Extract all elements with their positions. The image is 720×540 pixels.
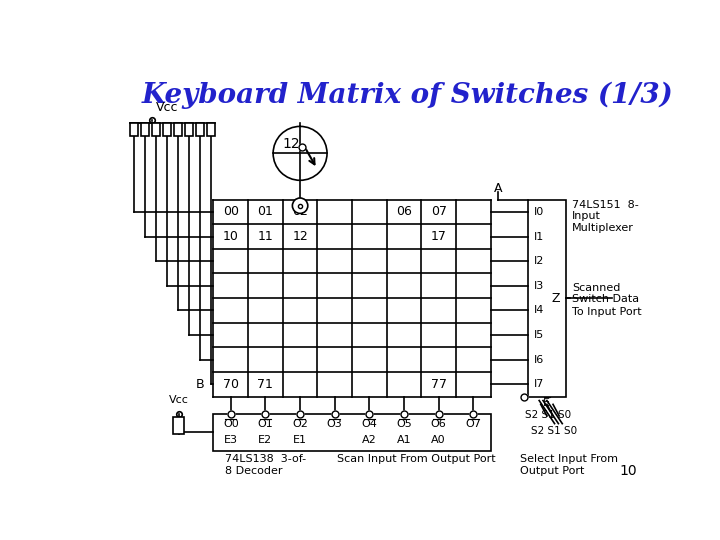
Text: Scan Input From Output Port: Scan Input From Output Port — [337, 455, 495, 464]
Bar — [207, 123, 215, 137]
Text: I0: I0 — [534, 207, 544, 217]
Text: B: B — [195, 378, 204, 391]
Text: A2: A2 — [362, 435, 377, 445]
Text: 74LS138  3-of-
8 Decoder: 74LS138 3-of- 8 Decoder — [225, 455, 306, 476]
Text: O6: O6 — [431, 420, 446, 429]
Bar — [130, 123, 138, 137]
Text: 12: 12 — [292, 230, 308, 243]
Text: O4: O4 — [361, 420, 377, 429]
Text: I2: I2 — [534, 256, 544, 266]
Text: E: E — [544, 398, 550, 408]
Text: 10: 10 — [223, 230, 239, 243]
Text: 02: 02 — [292, 205, 308, 218]
Text: O3: O3 — [327, 420, 343, 429]
Text: Vcc: Vcc — [156, 101, 179, 114]
Text: O2: O2 — [292, 420, 308, 429]
Text: A0: A0 — [431, 435, 446, 445]
Text: 07: 07 — [431, 205, 446, 218]
Text: O1: O1 — [258, 420, 274, 429]
Text: To Input Port: To Input Port — [572, 307, 642, 318]
Text: 77: 77 — [431, 378, 446, 391]
Text: A: A — [494, 181, 503, 194]
Bar — [185, 123, 193, 137]
Text: E2: E2 — [258, 435, 272, 445]
Text: 71: 71 — [258, 378, 274, 391]
Bar — [528, 200, 566, 397]
Text: I3: I3 — [534, 281, 544, 291]
Text: 10: 10 — [619, 464, 637, 478]
Text: 74LS151  8-
Input
Multiplexer: 74LS151 8- Input Multiplexer — [572, 200, 639, 233]
Text: O5: O5 — [396, 420, 412, 429]
Text: 11: 11 — [258, 230, 274, 243]
Text: O7: O7 — [465, 420, 481, 429]
Bar — [197, 123, 204, 137]
Text: 01: 01 — [258, 205, 274, 218]
Text: 70: 70 — [222, 378, 239, 391]
Text: 06: 06 — [396, 205, 412, 218]
Text: A1: A1 — [397, 435, 411, 445]
Bar — [174, 123, 182, 137]
Bar — [163, 123, 171, 137]
Text: I5: I5 — [534, 330, 544, 340]
Text: S2 S1 S0: S2 S1 S0 — [526, 410, 572, 420]
Text: S2 S1 S0: S2 S1 S0 — [531, 426, 577, 436]
Text: I4: I4 — [534, 306, 544, 315]
Text: E3: E3 — [224, 435, 238, 445]
Text: Keyboard Matrix of Switches (1/3): Keyboard Matrix of Switches (1/3) — [142, 82, 673, 109]
Text: O0: O0 — [223, 420, 238, 429]
Text: Select Input From
Output Port: Select Input From Output Port — [520, 455, 618, 476]
Text: Z: Z — [552, 292, 560, 305]
Text: 17: 17 — [431, 230, 446, 243]
Bar — [174, 417, 184, 434]
Text: E1: E1 — [293, 435, 307, 445]
Text: I1: I1 — [534, 232, 544, 241]
Circle shape — [292, 198, 307, 213]
Text: 12: 12 — [282, 137, 300, 151]
Bar — [153, 123, 160, 137]
Circle shape — [273, 126, 327, 180]
Bar — [213, 414, 490, 450]
Text: 00: 00 — [222, 205, 239, 218]
Bar — [141, 123, 149, 137]
Text: I7: I7 — [534, 379, 544, 389]
Text: I6: I6 — [534, 355, 544, 365]
Text: Scanned
Switch Data: Scanned Switch Data — [572, 283, 639, 305]
Text: Vcc: Vcc — [169, 395, 189, 405]
